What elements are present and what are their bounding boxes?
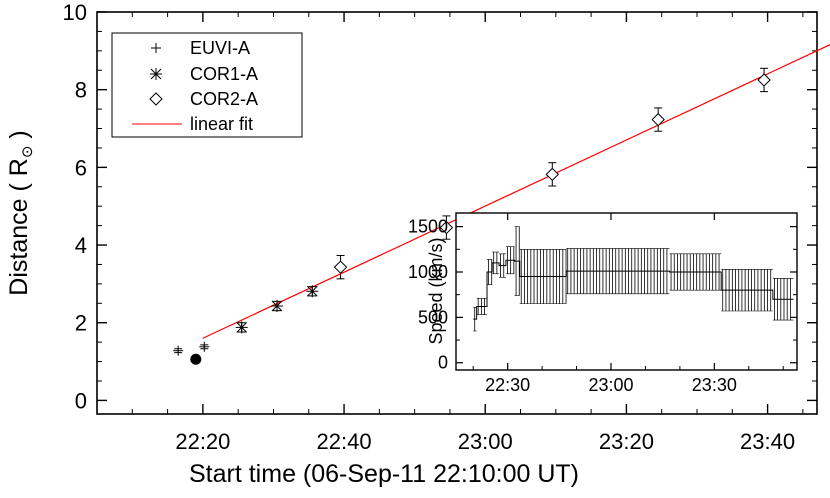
data-point-asterisk — [235, 321, 248, 334]
inset-y-tick-label: 1500 — [408, 217, 448, 237]
data-point-diamond — [545, 162, 560, 187]
x-axis-title: Start time (06-Sep-11 22:10:00 UT) — [189, 460, 579, 488]
y-tick-label: 6 — [75, 155, 87, 180]
data-point-diamond — [651, 107, 665, 132]
inset-background — [456, 213, 797, 370]
inset-x-tick-label: 23:30 — [692, 375, 737, 395]
data-point-asterisk — [271, 300, 283, 313]
inset-y-axis-title: Speed (km/s) — [426, 237, 446, 344]
x-tick-label: 22:40 — [317, 429, 372, 454]
legend-label-cor2: COR2-A — [190, 89, 258, 109]
data-point-diamond — [333, 255, 348, 280]
speed-error-band — [487, 258, 493, 285]
y-axis-title-end: ) — [5, 130, 33, 145]
data-point-plus — [199, 341, 210, 352]
inset-x-tick-label: 23:00 — [588, 375, 633, 395]
x-tick-label: 23:00 — [458, 429, 513, 454]
speed-error-band — [519, 249, 567, 305]
y-tick-label: 0 — [75, 388, 87, 413]
inset-y-tick-label: 500 — [418, 307, 448, 327]
data-point-filled-circle — [190, 353, 202, 365]
x-tick-label: 23:20 — [599, 429, 654, 454]
legend-label-cor1: COR1-A — [190, 64, 258, 84]
speed-step-line — [473, 259, 794, 320]
speed-error-band — [772, 278, 794, 321]
data-points-group — [173, 67, 771, 365]
speed-error-band — [473, 307, 477, 332]
main-plot-frame — [96, 11, 818, 415]
y-axis-title: Distance ( R⊙ ) — [5, 130, 36, 295]
data-point-asterisk — [306, 285, 319, 298]
legend-marker-cor1 — [150, 68, 162, 80]
speed-error-band — [505, 246, 515, 275]
main-axis-ticks: 22:20 22:40 23:00 23:20 23:40 0 2 4 6 8 10 — [63, 0, 817, 454]
x-tick-label: 23:40 — [740, 429, 795, 454]
inset-plot-frame — [455, 212, 798, 371]
legend: EUVI-A COR1-A COR2-A linear fit — [111, 32, 303, 138]
speed-error-band — [514, 226, 520, 296]
inset-y-tick-label: 0 — [438, 353, 448, 373]
inset-x-tick-label: 22:30 — [485, 375, 530, 395]
data-point-diamond — [439, 215, 454, 240]
inset-axis-ticks: 22:30 23:00 23:30 0 500 1000 1500 — [408, 213, 797, 395]
data-point-plus — [173, 345, 184, 356]
speed-error-band — [499, 253, 506, 278]
legend-marker-cor2 — [149, 92, 163, 106]
y-tick-label: 2 — [75, 311, 87, 336]
y-tick-label: 4 — [75, 233, 87, 258]
y-axis-title-sub: ⊙ — [19, 146, 36, 159]
speed-series-group — [473, 226, 794, 332]
speed-error-band — [669, 253, 722, 291]
legend-box — [111, 32, 303, 138]
data-point-diamond — [757, 67, 771, 93]
inset-plot: 22:30 23:00 23:30 0 500 1000 1500 Speed (km/s) — [408, 212, 798, 395]
speed-error-band — [566, 248, 670, 295]
speed-error-band — [721, 268, 773, 312]
y-tick-label: 8 — [75, 78, 87, 103]
y-tick-label: 10 — [63, 0, 87, 25]
y-axis-title-main: Distance ( R — [5, 158, 33, 296]
legend-marker-euvi — [151, 43, 161, 53]
speed-error-band — [476, 298, 487, 315]
x-tick-label: 22:20 — [175, 429, 230, 454]
legend-label-euvi: EUVI-A — [190, 38, 250, 58]
legend-label-fit: linear fit — [190, 114, 253, 134]
speed-error-band — [492, 251, 500, 275]
inset-y-tick-label: 1000 — [408, 262, 448, 282]
